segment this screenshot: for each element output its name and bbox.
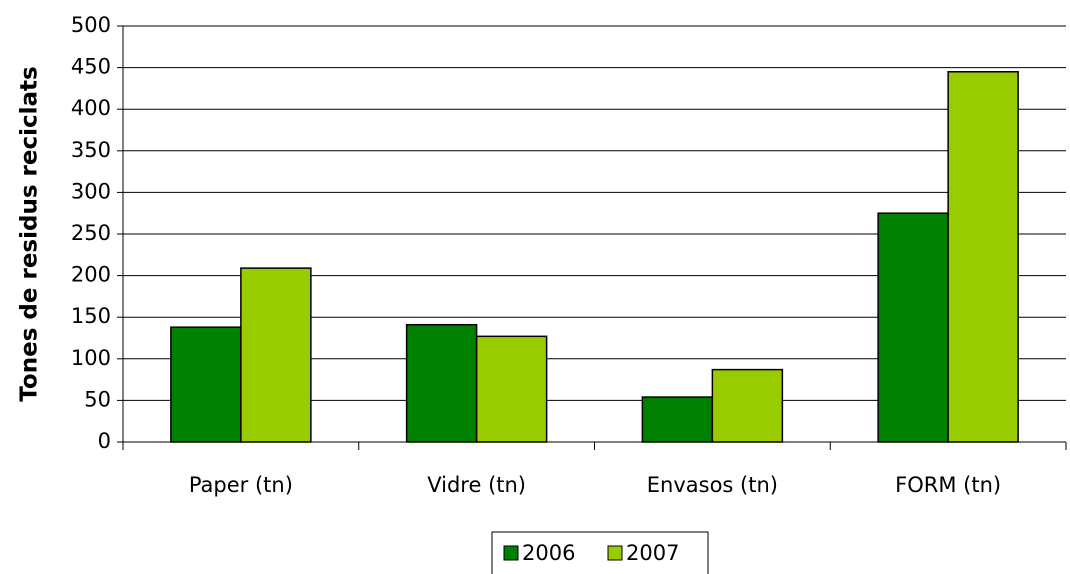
legend bbox=[491, 531, 709, 574]
x-tick-label: FORM (tn) bbox=[895, 473, 1001, 497]
x-tick-label: Vidre (tn) bbox=[427, 473, 526, 497]
legend-label: 2007 bbox=[626, 541, 679, 565]
y-tick-label: 50 bbox=[84, 387, 111, 411]
bar bbox=[405, 323, 478, 443]
bar bbox=[947, 71, 1019, 443]
bar bbox=[877, 212, 949, 443]
y-tick-label: 250 bbox=[71, 221, 111, 245]
legend-label: 2006 bbox=[522, 541, 575, 565]
bar bbox=[240, 267, 312, 443]
legend-swatch bbox=[503, 545, 519, 561]
x-tick-label: Envasos (tn) bbox=[647, 473, 778, 497]
y-tick-label: 500 bbox=[71, 13, 111, 37]
y-tick-label: 400 bbox=[71, 96, 111, 120]
y-tick-label: 300 bbox=[71, 179, 111, 203]
bar bbox=[711, 368, 784, 443]
y-tick-label: 350 bbox=[71, 138, 111, 162]
y-tick-label: 0 bbox=[98, 429, 111, 453]
bar bbox=[475, 335, 548, 443]
x-tick-label: Paper (tn) bbox=[189, 473, 293, 497]
bar bbox=[641, 396, 714, 443]
y-tick-label: 150 bbox=[71, 304, 111, 328]
y-axis-label: Tones de residus reciclats bbox=[17, 66, 43, 401]
y-tick-label: 450 bbox=[71, 55, 111, 79]
bar bbox=[170, 326, 242, 443]
legend-swatch bbox=[607, 545, 623, 561]
y-tick-label: 200 bbox=[71, 263, 111, 287]
y-tick-label: 100 bbox=[71, 346, 111, 370]
